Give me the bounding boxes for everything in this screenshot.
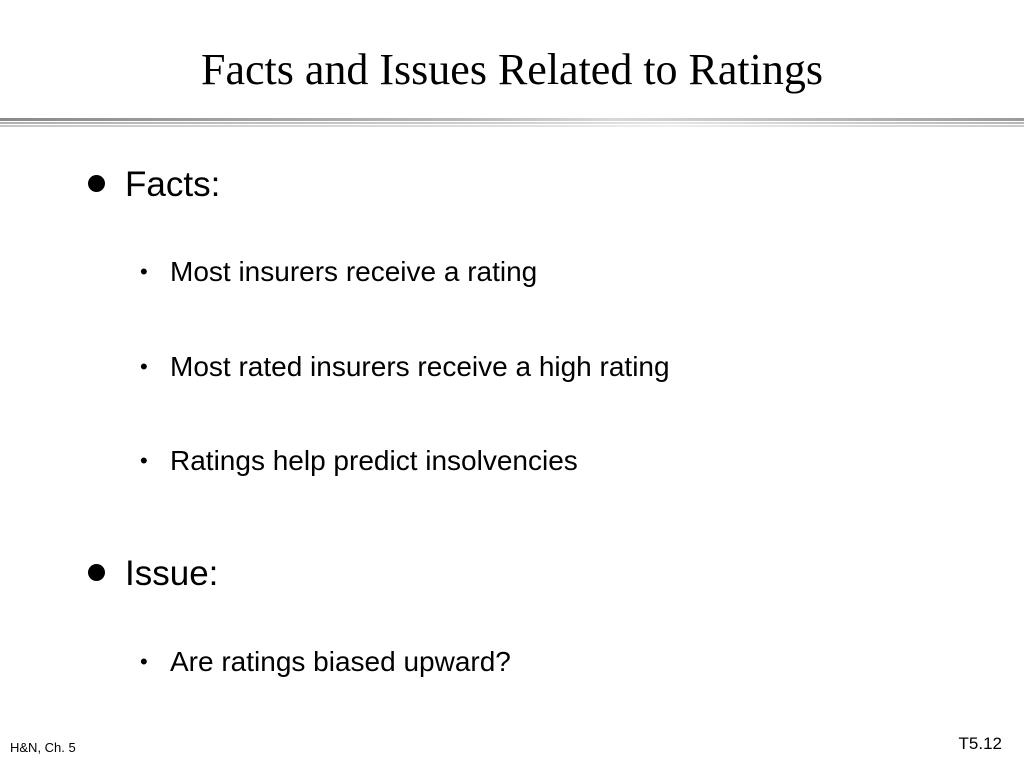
bullet-icon: • bbox=[140, 354, 148, 379]
slide-number: T5.12 bbox=[958, 734, 1002, 753]
section-heading-issue: Issue: bbox=[88, 552, 218, 596]
slide-title: Facts and Issues Related to Ratings bbox=[200, 45, 823, 94]
bullet-dot-icon bbox=[88, 175, 105, 193]
list-item: • Are ratings biased upward? bbox=[140, 644, 511, 680]
list-item-text: Most insurers receive a rating bbox=[170, 256, 538, 287]
footer-source: H&N, Ch. 5 bbox=[10, 740, 76, 755]
bullet-icon: • bbox=[140, 259, 148, 284]
section-heading-label: Facts: bbox=[125, 165, 221, 204]
list-item-text: Are ratings biased upward? bbox=[170, 646, 511, 677]
list-item: • Most insurers receive a rating bbox=[140, 254, 537, 290]
list-item-text: Most rated insurers receive a high ratin… bbox=[170, 351, 670, 382]
title-divider bbox=[0, 118, 1024, 132]
list-item-text: Ratings help predict insolvencies bbox=[170, 445, 578, 476]
list-item: • Most rated insurers receive a high rati… bbox=[140, 349, 670, 385]
section-heading-facts: Facts: bbox=[88, 163, 220, 207]
bullet-icon: • bbox=[140, 448, 148, 473]
bullet-icon: • bbox=[140, 649, 148, 674]
list-item: • Ratings help predict insolvencies bbox=[140, 443, 578, 479]
bullet-dot-icon bbox=[88, 564, 105, 582]
section-heading-label: Issue: bbox=[125, 554, 219, 593]
